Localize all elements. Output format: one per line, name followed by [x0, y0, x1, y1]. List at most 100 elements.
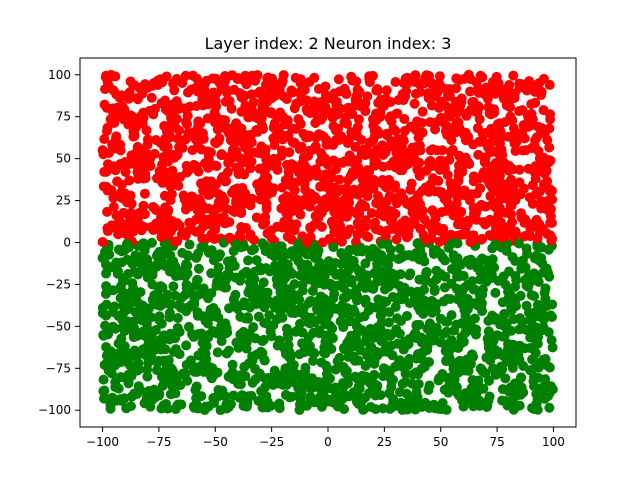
- scatter-point-red: [141, 125, 152, 136]
- scatter-point-red: [304, 130, 315, 141]
- scatter-point-green: [315, 384, 326, 395]
- scatter-point-red: [391, 234, 402, 245]
- scatter-point-red: [216, 149, 227, 160]
- scatter-point-red: [231, 196, 242, 207]
- scatter-point-green: [474, 274, 485, 285]
- scatter-point-green: [394, 328, 405, 339]
- scatter-point-green: [379, 266, 390, 277]
- scatter-point-red: [518, 120, 529, 131]
- scatter-point-green: [156, 341, 167, 352]
- scatter-point-red: [174, 220, 185, 231]
- scatter-point-green: [262, 318, 273, 329]
- x-tick-label: −50: [203, 435, 228, 449]
- scatter-point-red: [229, 207, 240, 218]
- scatter-point-red: [454, 216, 464, 227]
- scatter-point-green: [396, 294, 407, 305]
- scatter-point-red: [160, 202, 171, 213]
- scatter-point-green: [448, 370, 459, 381]
- scatter-point-red: [355, 100, 366, 111]
- scatter-point-red: [317, 237, 328, 248]
- scatter-point-green: [289, 251, 300, 262]
- scatter-point-red: [97, 236, 108, 247]
- scatter-point-green: [441, 326, 452, 337]
- scatter-point-red: [252, 126, 263, 137]
- scatter-point-red: [493, 85, 504, 96]
- scatter-point-red: [358, 200, 369, 211]
- scatter-point-red: [435, 115, 446, 126]
- scatter-point-green: [308, 327, 319, 338]
- scatter-point-green: [392, 313, 403, 324]
- scatter-point-red: [138, 113, 149, 124]
- scatter-point-green: [117, 274, 128, 285]
- scatter-point-red: [116, 218, 127, 229]
- scatter-point-green: [383, 317, 394, 328]
- scatter-point-red: [407, 207, 418, 218]
- scatter-point-red: [99, 134, 110, 145]
- scatter-point-red: [520, 145, 531, 156]
- scatter-point-red: [258, 219, 268, 230]
- scatter-point-green: [168, 281, 179, 292]
- scatter-point-green: [402, 360, 413, 371]
- scatter-point-green: [371, 247, 382, 258]
- scatter-point-red: [282, 191, 292, 202]
- scatter-point-green: [126, 371, 137, 381]
- scatter-point-green: [142, 264, 153, 275]
- scatter-point-red: [129, 80, 140, 91]
- scatter-point-red: [465, 86, 476, 97]
- scatter-point-red: [465, 195, 476, 206]
- scatter-point-green: [547, 342, 558, 353]
- scatter-point-red: [390, 76, 401, 87]
- scatter-point-green: [385, 252, 396, 263]
- scatter-point-red: [421, 70, 432, 81]
- scatter-point-green: [149, 384, 160, 395]
- scatter-point-green: [164, 312, 175, 323]
- scatter-point-red: [372, 84, 383, 95]
- scatter-point-red: [373, 97, 384, 108]
- scatter-point-red: [417, 106, 428, 117]
- scatter-point-red: [209, 234, 220, 244]
- scatter-point-red: [480, 219, 491, 230]
- scatter-point-red: [468, 230, 479, 241]
- scatter-point-green: [530, 347, 541, 358]
- scatter-point-red: [542, 176, 553, 187]
- x-tick-label: 100: [542, 435, 565, 449]
- scatter-point-red: [210, 73, 221, 84]
- scatter-point-red: [199, 158, 210, 169]
- scatter-point-red: [261, 90, 272, 101]
- scatter-point-red: [390, 126, 401, 137]
- scatter-point-red: [102, 122, 113, 133]
- scatter-point-green: [343, 265, 354, 276]
- scatter-point-green: [538, 354, 549, 365]
- scatter-point-green: [360, 294, 371, 305]
- scatter-point-green: [421, 268, 432, 279]
- scatter-point-green: [481, 352, 492, 363]
- scatter-point-red: [269, 118, 280, 129]
- scatter-point-red: [239, 169, 250, 180]
- scatter-point-red: [356, 147, 367, 158]
- x-tick-label: −25: [259, 435, 284, 449]
- scatter-point-red: [356, 134, 367, 145]
- x-tick-label: 50: [433, 435, 448, 449]
- scatter-point-red: [250, 75, 261, 86]
- scatter-point-red: [211, 88, 222, 99]
- scatter-point-green: [340, 366, 351, 377]
- scatter-point-green: [529, 333, 540, 344]
- scatter-point-green: [428, 304, 439, 315]
- scatter-point-red: [516, 130, 527, 141]
- scatter-point-green: [149, 290, 160, 301]
- scatter-point-green: [243, 255, 254, 266]
- scatter-point-green: [105, 346, 116, 357]
- scatter-point-red: [266, 233, 277, 244]
- scatter-point-red: [441, 126, 452, 137]
- scatter-point-green: [227, 255, 238, 266]
- scatter-point-red: [364, 137, 375, 148]
- scatter-point-red: [465, 104, 476, 115]
- scatter-point-red: [251, 212, 262, 223]
- scatter-point-green: [443, 242, 454, 253]
- scatter-point-red: [444, 154, 455, 165]
- scatter-point-red: [495, 133, 506, 144]
- scatter-point-red: [157, 177, 168, 188]
- scatter-point-red: [403, 230, 414, 241]
- scatter-point-red: [298, 152, 309, 163]
- scatter-point-red: [330, 202, 341, 213]
